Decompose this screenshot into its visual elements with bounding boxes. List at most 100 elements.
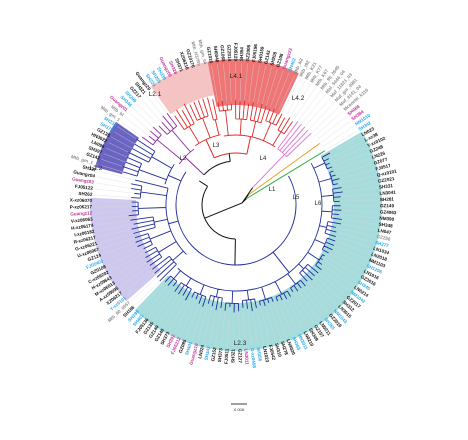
tip-label: LN023	[361, 126, 376, 137]
tip-label: G-xz06221	[75, 241, 99, 252]
tip-spoke	[336, 169, 374, 180]
tip-label: LN3041	[379, 190, 396, 196]
tip-spoke	[209, 307, 217, 345]
tip-label: SH371	[174, 58, 184, 73]
tip-label: FJ05129	[233, 43, 238, 62]
lineage-L5-branch	[248, 142, 321, 196]
tip-label: FJ0542	[268, 344, 277, 361]
tip-spoke	[253, 64, 260, 103]
tip-spoke	[326, 136, 361, 155]
tip-spoke	[268, 303, 282, 340]
tip-spoke	[274, 73, 289, 109]
clade-branches	[141, 112, 195, 165]
tip-label: GZ248	[369, 144, 384, 154]
lineage-L4-branch	[205, 136, 252, 159]
join-L3-L4	[203, 153, 231, 176]
tip-spoke	[281, 298, 299, 333]
clade-label-L2-2: L2.2	[90, 165, 103, 172]
tip-label: SH397	[88, 145, 103, 155]
tip-label: SH375	[99, 121, 114, 133]
tip-spoke	[221, 308, 226, 347]
tip-label: GZ127	[237, 349, 242, 364]
tip-spoke	[94, 215, 133, 220]
tip-spoke	[95, 182, 134, 189]
tip-spoke	[238, 308, 240, 347]
tip-spoke	[155, 87, 178, 120]
scale-bar: 0.008	[231, 403, 247, 412]
scale-bar-label: 0.008	[234, 407, 245, 412]
tip-label: GZ095	[178, 338, 188, 353]
tip-label: GZ108	[275, 53, 284, 68]
tip-label: Mtb_gm_04	[197, 39, 207, 65]
tip-spoke	[144, 284, 170, 314]
tip-label: SH1206	[366, 263, 384, 275]
tip-spoke	[113, 257, 147, 277]
tip-label: FJ05122	[75, 184, 94, 191]
tip-spoke	[310, 277, 338, 305]
tip-spoke	[289, 294, 309, 328]
branch-layer	[122, 97, 343, 313]
tip-spoke	[148, 287, 173, 318]
tip-spoke	[227, 308, 230, 347]
tip-spoke	[211, 65, 219, 103]
tip-label: LN047	[377, 228, 392, 235]
tip-spoke	[203, 306, 213, 344]
tip-label: GZ135	[96, 127, 111, 138]
tip-spoke	[322, 125, 354, 148]
tip-spoke	[223, 63, 227, 102]
tip-spoke	[256, 306, 264, 345]
tip-spoke	[94, 206, 133, 208]
tip-spoke	[328, 252, 363, 271]
tip-spoke	[239, 63, 242, 102]
tip-label: SH356	[256, 347, 263, 362]
tip-label: SH277	[374, 240, 389, 249]
lineage-label-L3: L3	[213, 143, 220, 149]
tip-spoke	[307, 102, 335, 131]
tip-label: GZ4063	[380, 209, 397, 215]
tip-label: LN1034	[373, 246, 391, 256]
tip-spoke	[110, 253, 145, 272]
tip-spoke	[330, 146, 366, 163]
tip-spoke	[324, 130, 358, 151]
lineage-L2-branch	[168, 171, 297, 273]
tip-spoke	[296, 289, 320, 321]
tip-spoke	[318, 267, 350, 291]
tip-label: SH0159	[257, 46, 265, 64]
tip-spoke	[339, 210, 378, 213]
clade-label-L4-1: L4.1	[230, 73, 243, 80]
tip-spoke	[339, 218, 377, 225]
tip-spoke	[185, 302, 200, 338]
tip-spoke	[233, 308, 235, 347]
tip-spoke	[290, 84, 311, 117]
tip-label: SH402	[287, 57, 297, 72]
tip-spoke	[300, 286, 324, 317]
tip-spoke	[107, 249, 143, 266]
tip-spoke	[313, 274, 342, 301]
clade-label-L4-2: L4.2	[292, 95, 305, 102]
tip-spoke	[285, 296, 304, 331]
tip-spoke	[119, 264, 152, 287]
tip-spoke	[242, 308, 246, 347]
tip-label: Q-xz0101	[376, 169, 397, 178]
tip-label: X-xz06070	[70, 197, 93, 203]
tip-label: H-xz06174	[71, 223, 94, 231]
tip-spoke	[169, 296, 188, 331]
tip-label: SH354	[239, 47, 245, 62]
tip-spoke	[337, 175, 376, 184]
tip-spoke	[197, 305, 209, 342]
tip-label: Guangz12	[70, 210, 93, 216]
tip-label: GZ148	[154, 327, 166, 342]
tip-spoke	[139, 281, 166, 310]
tip-label: LN3011	[244, 348, 250, 365]
tip-spoke	[95, 219, 134, 226]
tip-spoke	[311, 106, 339, 134]
tip-label: R-xz06217	[73, 235, 96, 245]
tip-spoke	[251, 307, 258, 346]
tip-label: LN4020	[286, 338, 297, 355]
tip-label: SH373	[159, 330, 170, 345]
tip-spoke	[277, 300, 293, 336]
tip-label: P-xz06217	[70, 204, 93, 209]
tip-label: HN3011	[297, 333, 309, 351]
tip-label: Mtb_H37Rv	[190, 41, 201, 67]
tip-label: GZ2021	[378, 176, 396, 184]
